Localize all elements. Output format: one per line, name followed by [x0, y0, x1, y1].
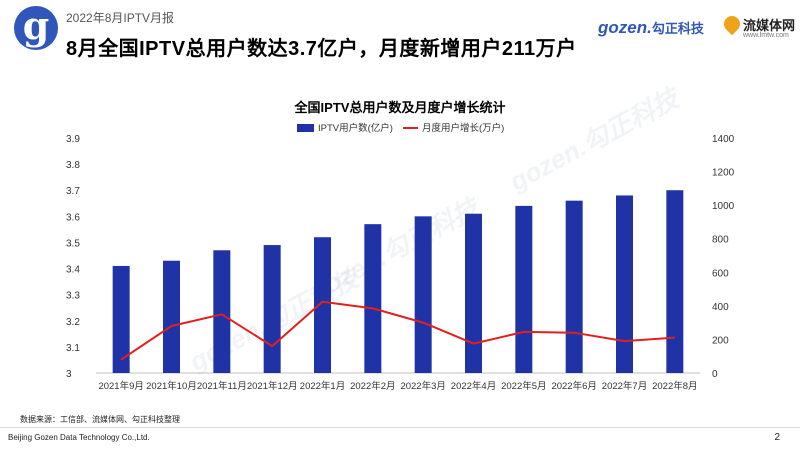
y-right-tick-label: 400 — [712, 302, 729, 313]
growth-line — [120, 300, 675, 361]
y-right-tick-label: 1000 — [712, 201, 735, 212]
bar — [465, 213, 482, 373]
slide-header: g 2022年8月IPTV月报 8月全国IPTV总用户数达3.7亿户，月度新增用… — [0, 0, 800, 78]
lmtw-brand-url: www.lmtw.com — [743, 32, 789, 39]
x-tick-label: 2022年1月 — [300, 380, 345, 392]
bar — [263, 245, 281, 373]
growth-point — [120, 359, 122, 361]
gozen-brand-cn: 勾正科技 — [651, 21, 704, 36]
gozen-logo-icon: g — [14, 6, 58, 50]
bar — [515, 205, 533, 373]
x-tick-label: 2021年11月 — [197, 380, 247, 392]
x-tick-label: 2021年9月 — [98, 380, 143, 392]
x-tick-label: 2022年7月 — [602, 380, 647, 392]
x-tick-label: 2022年4月 — [451, 380, 496, 392]
legend-label-users: IPTV用户数(亿户) — [318, 122, 393, 134]
growth-point — [422, 322, 424, 324]
y-left-tick-label: 3.5 — [66, 238, 80, 249]
growth-point — [573, 332, 575, 334]
growth-point — [271, 345, 273, 347]
y-right-tick-label: 600 — [712, 268, 729, 279]
y-left-tick-label: 3.9 — [66, 134, 80, 145]
y-left-tick-label: 3.8 — [66, 160, 80, 171]
y-right-tick-label: 200 — [712, 335, 729, 346]
bar — [163, 260, 180, 373]
y-left-tick-label: 3.7 — [66, 186, 80, 197]
lmtw-brand-logo: 流媒体网 www.lmtw.com — [720, 12, 796, 44]
growth-point — [171, 325, 172, 327]
y-right-tick-label: 800 — [712, 235, 729, 246]
gozen-brand-logo: gozen.勾正科技 — [598, 18, 704, 38]
bar — [364, 224, 382, 373]
x-tick-label: 2021年12月 — [247, 380, 298, 392]
bar — [565, 200, 583, 373]
bar — [414, 216, 432, 373]
x-tick-label: 2021年10月 — [146, 380, 197, 392]
y-left-tick-label: 3.2 — [66, 317, 80, 328]
legend-label-growth: 月度用户增长(万户) — [422, 122, 504, 134]
bar — [213, 250, 231, 373]
company-name: Beijing Gozen Data Technology Co.,Ltd. — [8, 433, 150, 442]
growth-point — [372, 307, 374, 309]
page-title: 8月全国IPTV总用户数达3.7亿户，月度新增用户211万户 — [66, 38, 577, 60]
bar — [112, 265, 130, 373]
lmtw-brand-name: 流媒体网 — [743, 18, 796, 33]
growth-point — [624, 340, 625, 342]
growth-point — [674, 337, 676, 339]
y-left-tick-label: 3 — [66, 369, 72, 380]
growth-point — [473, 343, 474, 345]
y-right-tick-label: 1200 — [712, 168, 735, 179]
y-right-tick-label: 0 — [712, 369, 718, 380]
data-source-note: 数据来源：工信部、流媒体网、勾正科技整理 — [20, 415, 180, 424]
x-tick-label: 2022年6月 — [551, 380, 596, 392]
y-left-tick-label: 3.4 — [66, 265, 80, 276]
footer-divider — [0, 427, 800, 428]
x-tick-label: 2022年5月 — [501, 380, 546, 392]
x-tick-label: 2022年2月 — [350, 380, 395, 392]
y-left-tick-label: 3.1 — [66, 343, 80, 354]
growth-point — [221, 313, 223, 315]
y-right-tick-label: 1400 — [712, 134, 735, 145]
x-tick-label: 2022年3月 — [400, 380, 445, 392]
page-number: 2 — [774, 432, 780, 443]
growth-point — [523, 331, 525, 333]
bar — [666, 190, 684, 373]
growth-point — [322, 301, 323, 303]
bar — [314, 237, 331, 373]
x-tick-label: 2022年8月 — [652, 380, 697, 392]
legend-swatch-users — [297, 124, 314, 132]
y-left-tick-label: 3.6 — [66, 212, 80, 223]
bar — [616, 195, 633, 373]
report-label: 2022年8月IPTV月报 — [66, 11, 175, 25]
chart-title: 全国IPTV总用户数及月度户增长统计 — [294, 100, 506, 115]
gozen-brand-text: gozen. — [598, 18, 652, 37]
y-left-tick-label: 3.3 — [66, 291, 80, 302]
